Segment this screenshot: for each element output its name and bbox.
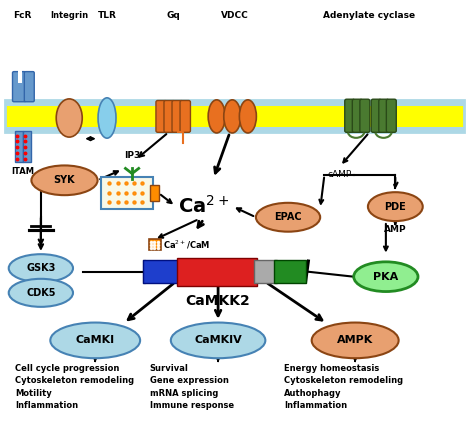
Text: CaMKIV: CaMKIV xyxy=(194,335,242,345)
FancyBboxPatch shape xyxy=(5,101,464,106)
Text: PKA: PKA xyxy=(373,272,399,282)
Ellipse shape xyxy=(256,203,320,232)
Text: Ca$^{2+}$: Ca$^{2+}$ xyxy=(178,195,229,217)
Text: Gq: Gq xyxy=(166,12,180,20)
FancyBboxPatch shape xyxy=(101,177,154,209)
FancyBboxPatch shape xyxy=(12,72,26,102)
FancyBboxPatch shape xyxy=(386,99,396,132)
Text: cAMP: cAMP xyxy=(328,170,352,179)
Ellipse shape xyxy=(56,99,82,137)
Text: EPAC: EPAC xyxy=(274,212,302,222)
Text: IP3: IP3 xyxy=(124,151,140,160)
Text: VDCC: VDCC xyxy=(221,12,248,20)
Text: Adenylate cyclase: Adenylate cyclase xyxy=(323,12,415,20)
FancyBboxPatch shape xyxy=(18,69,22,83)
Text: CaMKK2: CaMKK2 xyxy=(186,294,250,308)
Text: CDK5: CDK5 xyxy=(26,288,55,298)
Ellipse shape xyxy=(171,322,265,358)
Ellipse shape xyxy=(368,192,423,221)
FancyBboxPatch shape xyxy=(149,239,161,250)
Ellipse shape xyxy=(354,262,418,291)
Text: ITAM: ITAM xyxy=(11,167,35,176)
FancyBboxPatch shape xyxy=(144,260,179,283)
Text: Survival
Gene expression
mRNA splicing
Immune response: Survival Gene expression mRNA splicing I… xyxy=(150,364,234,410)
Text: FcR: FcR xyxy=(13,12,31,20)
FancyBboxPatch shape xyxy=(5,127,464,132)
FancyBboxPatch shape xyxy=(176,258,257,285)
FancyBboxPatch shape xyxy=(371,99,381,132)
FancyBboxPatch shape xyxy=(172,101,182,132)
Ellipse shape xyxy=(239,100,256,133)
Ellipse shape xyxy=(50,322,140,358)
Text: PDE: PDE xyxy=(384,201,406,212)
FancyBboxPatch shape xyxy=(24,72,34,102)
FancyBboxPatch shape xyxy=(360,99,370,132)
FancyBboxPatch shape xyxy=(156,101,166,132)
Text: Cell cycle progression
Cytoskeleton remodeling
Motility
Inflammation: Cell cycle progression Cytoskeleton remo… xyxy=(15,364,134,410)
FancyBboxPatch shape xyxy=(164,101,174,132)
Text: AMPK: AMPK xyxy=(337,335,374,345)
FancyBboxPatch shape xyxy=(5,101,464,132)
FancyBboxPatch shape xyxy=(180,101,191,132)
Ellipse shape xyxy=(9,254,73,282)
Ellipse shape xyxy=(208,100,225,133)
Ellipse shape xyxy=(31,165,98,195)
FancyBboxPatch shape xyxy=(15,132,23,162)
Text: AMP: AMP xyxy=(384,225,407,234)
Text: SYK: SYK xyxy=(54,176,75,185)
FancyBboxPatch shape xyxy=(379,99,389,132)
Text: Energy homeostasis
Cytoskeleton remodeling
Authophagy
Inflammation: Energy homeostasis Cytoskeleton remodeli… xyxy=(284,364,403,410)
FancyBboxPatch shape xyxy=(274,260,307,283)
FancyBboxPatch shape xyxy=(23,132,31,162)
Ellipse shape xyxy=(9,279,73,307)
FancyBboxPatch shape xyxy=(150,184,158,201)
Text: GSK3: GSK3 xyxy=(26,263,55,273)
Text: CaMKI: CaMKI xyxy=(76,335,115,345)
Ellipse shape xyxy=(312,322,399,358)
FancyBboxPatch shape xyxy=(255,260,277,283)
Text: TLR: TLR xyxy=(98,12,117,20)
FancyBboxPatch shape xyxy=(345,99,355,132)
Ellipse shape xyxy=(98,98,116,138)
Text: Ca$^{2+}$/CaM: Ca$^{2+}$/CaM xyxy=(163,238,210,250)
Text: Integrin: Integrin xyxy=(50,12,88,20)
FancyBboxPatch shape xyxy=(352,99,362,132)
Ellipse shape xyxy=(224,100,241,133)
